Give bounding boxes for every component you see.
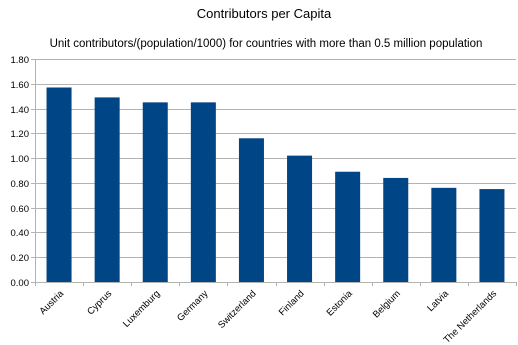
y-tick-label: 0.00	[11, 278, 30, 289]
x-category-label: Switzerland	[216, 288, 259, 331]
x-category-label: Finland	[277, 288, 307, 318]
y-tick-label: 1.80	[11, 55, 30, 66]
x-axis-labels: Austria Cyprus Luxemburg Germany Switzerland…	[37, 288, 499, 345]
bar-the-netherlands	[479, 189, 505, 282]
bar-estonia	[335, 171, 361, 282]
y-tick-label: 1.60	[11, 80, 30, 91]
bar-cyprus	[94, 97, 120, 283]
y-tick-label: 1.40	[11, 105, 30, 116]
y-tick-label: 1.00	[11, 154, 30, 165]
bar-belgium	[383, 177, 409, 282]
y-tick-label: 0.20	[11, 253, 30, 264]
x-category-label: Latvia	[425, 288, 451, 314]
y-tick-label: 0.60	[11, 204, 30, 215]
x-category-label: Austria	[37, 288, 66, 317]
bar-luxemburg	[142, 102, 168, 282]
chart-subtitle: Unit contributors/(population/1000) for …	[50, 38, 483, 50]
x-category-label: Belgium	[371, 288, 403, 320]
x-category-label: Cyprus	[85, 288, 114, 317]
bar-switzerland	[238, 138, 264, 282]
y-tick-label: 0.80	[11, 179, 30, 190]
x-category-label: Germany	[175, 288, 211, 324]
bar-austria	[46, 87, 72, 282]
x-category-label: Luxemburg	[121, 288, 162, 329]
y-tick-label: 0.40	[11, 228, 30, 239]
bar-germany	[190, 102, 216, 282]
x-category-label: Estonia	[325, 288, 356, 319]
bar-finland	[287, 155, 313, 282]
bars	[46, 87, 505, 283]
y-axis-ticks: 0.00 0.20 0.40 0.60 0.80 1.00 1.20 1.40 1.60 1.80	[11, 55, 30, 289]
bar-latvia	[431, 187, 457, 282]
y-tick-label: 1.20	[11, 129, 30, 140]
chart-title: Contributors per Capita	[197, 6, 332, 21]
